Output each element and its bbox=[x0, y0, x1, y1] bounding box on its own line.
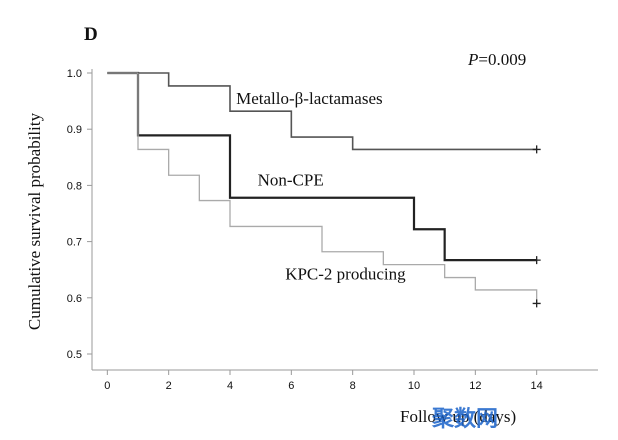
x-tick-label: 0 bbox=[104, 380, 110, 392]
text-layer: 0.5 0.6 0.7 0.8 0.9 1.0 0 2 4 6 8 10 12 14 Metallo-β-l… bbox=[25, 24, 543, 431]
p-value-symbol: P bbox=[467, 50, 478, 69]
censor-mark bbox=[532, 256, 541, 265]
censor-mark bbox=[532, 145, 541, 154]
y-tick-label: 0.8 bbox=[67, 180, 82, 192]
y-tick-label: 0.5 bbox=[67, 349, 82, 361]
axes bbox=[87, 69, 598, 375]
x-tick-label: 14 bbox=[531, 380, 543, 392]
series-line bbox=[107, 72, 537, 151]
series-label: Non-CPE bbox=[258, 170, 324, 189]
p-value: P=0.009 bbox=[467, 50, 526, 69]
y-tick-label: 0.6 bbox=[67, 293, 82, 305]
panel-label: D bbox=[84, 24, 98, 45]
y-tick-label: 0.9 bbox=[67, 124, 82, 136]
p-value-number: =0.009 bbox=[478, 50, 526, 69]
x-tick-label: 12 bbox=[469, 380, 481, 392]
series-label: Metallo-β-lactamases bbox=[236, 89, 382, 108]
x-tick-label: 10 bbox=[408, 380, 420, 392]
series-label: KPC-2 producing bbox=[285, 264, 406, 283]
x-tick-label: 2 bbox=[166, 380, 172, 392]
series-layer bbox=[107, 71, 541, 308]
x-axis-title: Follow up (days) bbox=[400, 407, 516, 426]
x-tick-label: 4 bbox=[227, 380, 233, 392]
x-tick-label: 8 bbox=[350, 380, 356, 392]
watermark: 聚数网 bbox=[431, 406, 498, 431]
y-tick-label: 1.0 bbox=[67, 68, 82, 80]
censor-mark bbox=[532, 299, 541, 308]
x-tick-label: 6 bbox=[288, 380, 294, 392]
y-tick-label: 0.7 bbox=[67, 237, 82, 249]
series-line bbox=[107, 72, 538, 304]
y-axis-title: Cumulative survival probability bbox=[25, 112, 44, 330]
